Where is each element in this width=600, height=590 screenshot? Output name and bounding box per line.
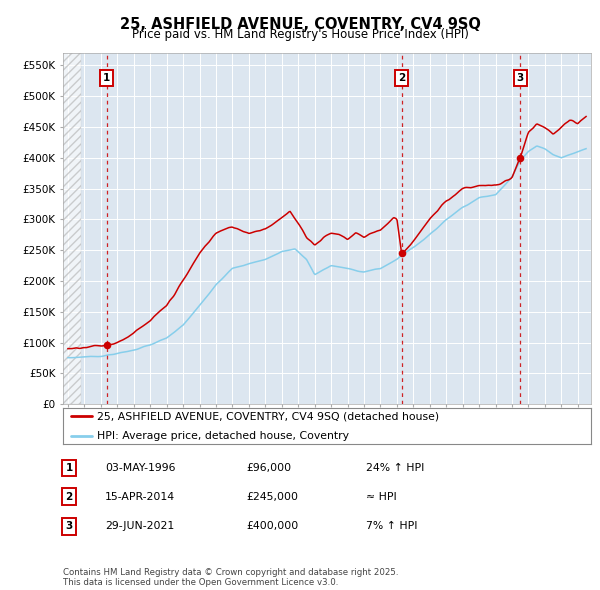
Text: HPI: Average price, detached house, Coventry: HPI: Average price, detached house, Cove…	[97, 431, 349, 441]
Bar	[63, 53, 81, 404]
Text: £400,000: £400,000	[246, 522, 298, 531]
Text: 25, ASHFIELD AVENUE, COVENTRY, CV4 9SQ (detached house): 25, ASHFIELD AVENUE, COVENTRY, CV4 9SQ (…	[97, 411, 439, 421]
Text: 15-APR-2014: 15-APR-2014	[105, 492, 175, 502]
Text: 3: 3	[65, 522, 73, 531]
Text: 1: 1	[65, 463, 73, 473]
Point	[515, 153, 525, 162]
Text: 3: 3	[517, 73, 524, 83]
Text: 25, ASHFIELD AVENUE, COVENTRY, CV4 9SQ: 25, ASHFIELD AVENUE, COVENTRY, CV4 9SQ	[119, 17, 481, 31]
Text: Price paid vs. HM Land Registry's House Price Index (HPI): Price paid vs. HM Land Registry's House …	[131, 28, 469, 41]
Text: ≈ HPI: ≈ HPI	[366, 492, 397, 502]
Text: £245,000: £245,000	[246, 492, 298, 502]
Point	[397, 248, 406, 258]
Text: 1: 1	[103, 73, 110, 83]
Text: Contains HM Land Registry data © Crown copyright and database right 2025.
This d: Contains HM Land Registry data © Crown c…	[63, 568, 398, 587]
Text: 2: 2	[398, 73, 406, 83]
Text: 7% ↑ HPI: 7% ↑ HPI	[366, 522, 418, 531]
Text: 24% ↑ HPI: 24% ↑ HPI	[366, 463, 424, 473]
Text: 2: 2	[65, 492, 73, 502]
Text: £96,000: £96,000	[246, 463, 291, 473]
Point	[102, 340, 112, 350]
Text: 29-JUN-2021: 29-JUN-2021	[105, 522, 174, 531]
Text: 03-MAY-1996: 03-MAY-1996	[105, 463, 176, 473]
